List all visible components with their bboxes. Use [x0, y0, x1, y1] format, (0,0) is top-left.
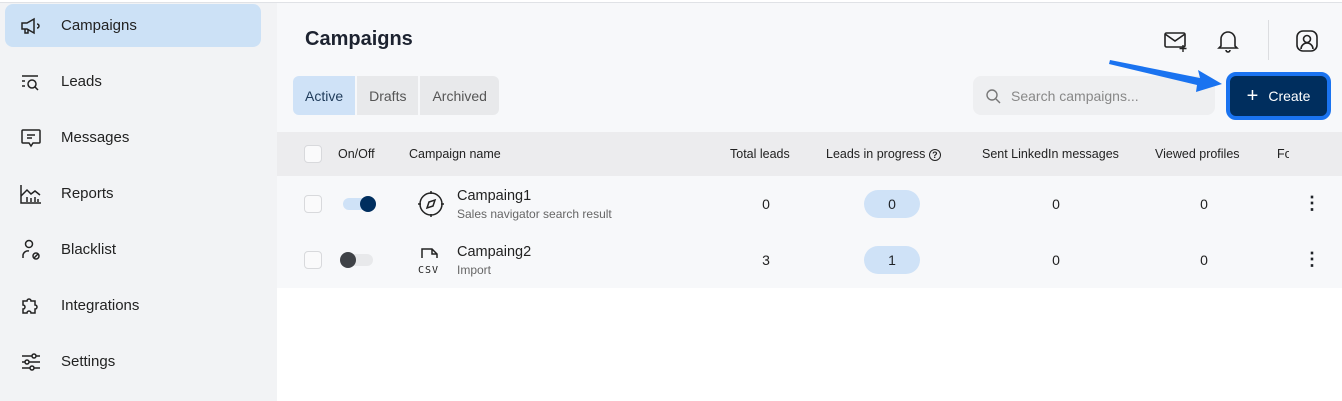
chart-icon: [20, 185, 41, 204]
user-block-icon: [22, 239, 40, 260]
plus-icon: +: [1246, 84, 1259, 107]
help-icon[interactable]: ?: [928, 149, 941, 161]
column-header-label: Leads in progress: [826, 147, 926, 161]
viewed-profiles: 0: [1200, 196, 1208, 212]
sidebar-item-label: Leads: [61, 73, 102, 90]
mail-plus-icon[interactable]: [1163, 28, 1189, 54]
svg-text:CSV: CSV: [418, 265, 439, 276]
viewed-profiles: 0: [1200, 252, 1208, 268]
table-row[interactable]: Campaing1 Sales navigator search result …: [277, 176, 1342, 232]
column-header: Campaign name: [409, 147, 501, 161]
search-input[interactable]: [1011, 87, 1201, 104]
sidebar-item-blacklist[interactable]: Blacklist: [5, 228, 261, 271]
more-options-icon[interactable]: ⋮: [1303, 193, 1321, 213]
megaphone-icon: [21, 17, 40, 35]
campaign-name[interactable]: Campaing2: [457, 244, 532, 260]
sidebar-item-settings[interactable]: Settings: [5, 340, 261, 383]
sent-messages: 0: [1052, 196, 1060, 212]
sidebar-item-label: Messages: [61, 129, 130, 146]
list-search-icon: [22, 75, 39, 91]
sidebar-item-label: Integrations: [61, 297, 140, 314]
more-options-icon[interactable]: ⋮: [1303, 249, 1321, 269]
message-icon: [21, 129, 41, 148]
table-header: On/Off Campaign name Total leads Leads i…: [277, 132, 1342, 176]
sidebar-item-integrations[interactable]: Integrations: [5, 284, 261, 327]
header-divider: [1268, 20, 1269, 60]
create-label: Create: [1268, 88, 1311, 104]
column-header: On/Off: [338, 147, 375, 161]
campaign-source: Sales navigator search result: [457, 207, 612, 221]
sent-messages: 0: [1052, 252, 1060, 268]
leads-in-progress-badge: 1: [864, 246, 920, 274]
on-off-toggle[interactable]: [339, 252, 377, 268]
column-header[interactable]: Viewed profiles: [1155, 147, 1240, 161]
csv-file-icon: CSV: [418, 248, 439, 276]
column-header[interactable]: Total leads: [730, 147, 790, 161]
page-title: Campaigns: [305, 28, 413, 50]
search-box: [973, 76, 1215, 115]
leads-in-progress-badge: 0: [864, 190, 920, 218]
user-circle-icon[interactable]: [1294, 28, 1320, 54]
total-leads: 3: [762, 252, 770, 268]
sidebar-item-label: Settings: [61, 353, 116, 370]
puzzle-icon: [22, 298, 38, 314]
sidebar: Campaigns Leads Messages Reports Blackli…: [0, 3, 277, 401]
select-all-checkbox[interactable]: [304, 145, 322, 163]
column-header[interactable]: Sent LinkedIn messages: [982, 147, 1119, 161]
campaign-name[interactable]: Campaing1: [457, 188, 532, 204]
tab-archived[interactable]: Archived: [420, 76, 499, 115]
sidebar-item-messages[interactable]: Messages: [5, 116, 261, 159]
sidebar-item-label: Campaigns: [61, 17, 137, 34]
table-row[interactable]: CSV Campaing2 Import 3 1 0 0 ⋮: [277, 232, 1342, 288]
tab-active[interactable]: Active: [293, 76, 356, 115]
on-off-toggle[interactable]: [339, 196, 377, 212]
search-icon: [986, 88, 1001, 103]
sidebar-item-reports[interactable]: Reports: [5, 172, 261, 215]
sidebar-item-label: Reports: [61, 185, 114, 202]
sidebar-item-campaigns[interactable]: Campaigns: [5, 4, 261, 47]
column-header[interactable]: Fo: [1277, 147, 1289, 161]
sidebar-item-label: Blacklist: [61, 241, 117, 258]
campaign-source: Import: [457, 263, 492, 277]
column-header[interactable]: Leads in progress ?: [826, 147, 941, 161]
status-tabs: Active Drafts Archived: [293, 76, 499, 115]
row-checkbox[interactable]: [304, 195, 322, 213]
top-border: [0, 0, 1342, 3]
tab-drafts[interactable]: Drafts: [357, 76, 419, 115]
main-content: Campaigns Active Drafts Archived + Creat…: [277, 3, 1342, 288]
sidebar-item-leads[interactable]: Leads: [5, 60, 261, 103]
total-leads: 0: [762, 196, 770, 212]
row-checkbox[interactable]: [304, 251, 322, 269]
create-button[interactable]: + Create: [1226, 72, 1331, 120]
bell-icon[interactable]: [1215, 28, 1241, 54]
compass-icon: [418, 191, 444, 217]
sliders-icon: [22, 353, 40, 371]
